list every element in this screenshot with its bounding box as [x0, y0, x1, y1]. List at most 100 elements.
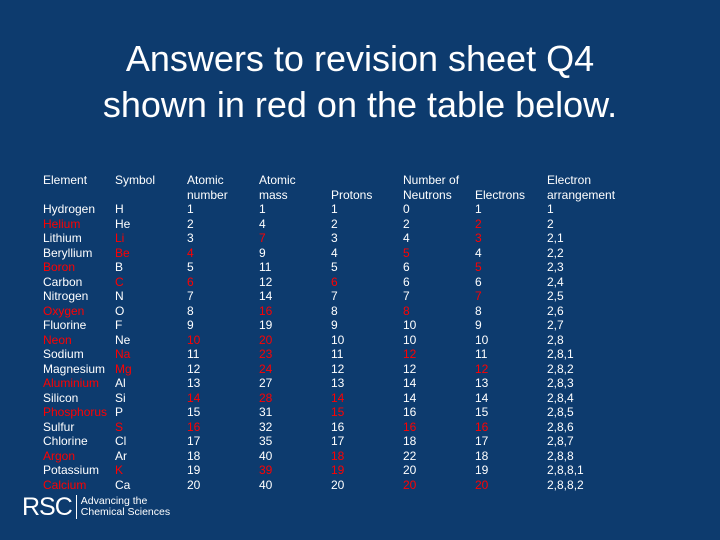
table-cell: 10 — [331, 332, 345, 347]
header-line: Protons — [331, 187, 373, 202]
header-line: arrangement — [547, 187, 616, 202]
table-cell: Lithium — [43, 231, 82, 245]
table-cell: 10 — [187, 332, 201, 347]
table-cell: 13 — [475, 376, 489, 390]
table-cell: 8 — [475, 303, 482, 318]
column-header: Symbol — [115, 173, 155, 202]
table-cell: 18 — [403, 434, 417, 448]
column-header: Number of Neutrons — [403, 173, 459, 202]
table-cell: 4 — [475, 245, 482, 260]
column-header: Atomic mass — [259, 173, 296, 202]
table-cell: 2,8 — [547, 332, 564, 347]
table-cell: 17 — [331, 434, 345, 448]
table-cell: 11 — [475, 347, 488, 361]
table-cell: 3 — [331, 231, 338, 245]
table-cell: 19 — [187, 463, 201, 477]
table-cell: 8 — [187, 303, 194, 318]
column-symbol: Symbol H He Li Be B C N O F Ne Na Mg Al Si P S Cl Ar K Ca — [115, 173, 155, 492]
table-cell: 4 — [331, 245, 338, 260]
table-cell: 11 — [331, 347, 344, 361]
table-cell: Nitrogen — [43, 289, 89, 303]
table-cell: 2 — [187, 216, 194, 231]
table-cell: Na — [115, 347, 131, 361]
table-cell: 2,1 — [547, 231, 564, 245]
table-cell: 40 — [259, 448, 273, 463]
table-cell: 7 — [403, 289, 410, 303]
column-header: Element — [43, 173, 107, 202]
table-cell: F — [115, 318, 123, 332]
column-header: Atomic number — [187, 173, 228, 202]
table-cell: 2,7 — [547, 318, 564, 332]
table-cell: 12 — [187, 361, 201, 376]
table-cell: Carbon — [43, 274, 83, 289]
table-cell: Li — [115, 231, 125, 245]
header-line: Element — [43, 173, 88, 187]
table-cell: 17 — [475, 434, 489, 448]
table-cell: 24 — [259, 361, 273, 376]
table-cell: 2,8,8,1 — [547, 463, 584, 477]
table-cell: 19 — [331, 463, 345, 477]
table-cell: 8 — [331, 303, 338, 318]
header-line: Atomic — [259, 173, 296, 187]
table-cell: 2 — [403, 216, 410, 231]
table-cell: Phosphorus — [43, 405, 108, 419]
table-cell: 20 — [403, 477, 417, 492]
table-cell: 2,2 — [547, 245, 564, 260]
title-line-2: shown in red on the table below. — [102, 84, 618, 125]
table-cell: 6 — [187, 274, 194, 289]
table-cell: Sodium — [43, 347, 84, 361]
table-cell: Hydrogen — [43, 202, 96, 216]
table-cell: 27 — [259, 376, 273, 390]
table-cell: Aluminium — [43, 376, 100, 390]
table-cell: 6 — [331, 274, 338, 289]
column-header: Electrons — [475, 173, 525, 202]
table-cell: 14 — [331, 390, 345, 405]
table-cell: 13 — [331, 376, 345, 390]
table-cell: 19 — [259, 318, 273, 332]
table-cell: 20 — [475, 477, 489, 492]
column-header: Protons — [331, 173, 372, 202]
table-cell: Fluorine — [43, 318, 87, 332]
table-cell: 15 — [475, 405, 489, 419]
table-cell: 9 — [259, 245, 266, 260]
table-cell: Calcium — [43, 477, 87, 492]
table-cell: 1 — [547, 202, 554, 216]
table-cell: Ar — [115, 448, 127, 463]
table-cell: 9 — [475, 318, 482, 332]
table-cell: Neon — [43, 332, 72, 347]
table-cell: N — [115, 289, 124, 303]
table-cell: 2,3 — [547, 260, 564, 274]
table-cell: S — [115, 419, 124, 434]
table-cell: 8 — [403, 303, 410, 318]
table-cell: 15 — [331, 405, 345, 419]
table-cell: 28 — [259, 390, 273, 405]
table-cell: Al — [115, 376, 126, 390]
table-cell: 39 — [259, 463, 273, 477]
table-cell: C — [115, 274, 124, 289]
table-cell: 13 — [187, 376, 201, 390]
table-cell: 1 — [331, 202, 338, 216]
table-cell: 2 — [547, 216, 554, 231]
table-cell: 10 — [475, 332, 489, 347]
tagline-line-1: Advancing the — [80, 495, 148, 507]
rsc-logo: RSC Advancing the Chemical Sciences — [22, 492, 170, 522]
table-cell: 22 — [403, 448, 417, 463]
table-cell: Ne — [115, 332, 131, 347]
table-cell: 2,8,2 — [547, 361, 574, 376]
table-cell: 5 — [187, 260, 194, 274]
column-neutrons: Number of Neutrons 0 2 4 5 6 6 7 8 10 10 12 12 14 14 16 1… — [403, 173, 459, 492]
column-element: Element Hydrogen Helium Lithium Beryllium Bor… — [43, 173, 107, 492]
logo-divider — [75, 495, 77, 519]
table-cell: 14 — [187, 390, 201, 405]
table-cell: 2,8,3 — [547, 376, 574, 390]
table-cell: Be — [115, 245, 130, 260]
table-cell: 14 — [259, 289, 273, 303]
table-cell: O — [115, 303, 125, 318]
table-cell: K — [115, 463, 124, 477]
table-cell: 9 — [331, 318, 338, 332]
rsc-tagline: Advancing the Chemical Sciences — [81, 496, 170, 518]
header-line: Electron — [547, 173, 592, 187]
table-cell: 9 — [187, 318, 194, 332]
table-cell: 2 — [331, 216, 338, 231]
table-cell: 18 — [475, 448, 489, 463]
